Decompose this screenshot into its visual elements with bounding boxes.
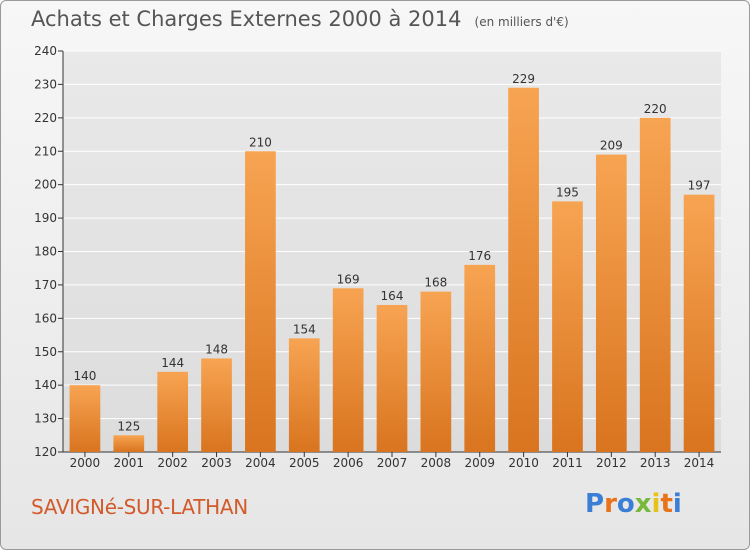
bar-value-label: 176 [468, 249, 491, 263]
bar-value-label: 148 [205, 342, 228, 356]
y-tick-label: 120 [34, 445, 57, 459]
y-tick-label: 150 [34, 345, 57, 359]
x-tick-label: 2012 [596, 456, 627, 470]
y-tick-label: 230 [34, 77, 57, 91]
bar-value-label: 125 [117, 419, 140, 433]
bar-value-label: 197 [688, 179, 711, 193]
x-tick-label: 2007 [377, 456, 408, 470]
bar [552, 201, 583, 452]
bar [69, 385, 101, 452]
bar [508, 87, 539, 452]
y-tick-label: 170 [34, 278, 57, 292]
x-tick-label: 2003 [201, 456, 232, 470]
chart-title-text: Achats et Charges Externes 2000 à 2014 [31, 7, 462, 31]
bar [464, 264, 496, 452]
bar-value-label: 209 [600, 139, 623, 153]
bar-value-label: 169 [337, 272, 360, 286]
bar [201, 358, 232, 452]
bar-value-label: 210 [249, 135, 272, 149]
x-tick-label: 2013 [640, 456, 671, 470]
x-tick-label: 2006 [333, 456, 364, 470]
bar [288, 338, 320, 452]
y-tick-label: 180 [34, 245, 57, 259]
x-tick-label: 2008 [421, 456, 452, 470]
y-tick-label: 190 [34, 211, 57, 225]
x-tick-label: 2002 [157, 456, 188, 470]
y-tick-label: 240 [34, 44, 57, 58]
y-tick-label: 160 [34, 311, 57, 325]
bar-value-label: 154 [293, 322, 316, 336]
bar-value-label: 144 [161, 356, 184, 370]
x-tick-label: 2009 [464, 456, 495, 470]
logo-letter: x [634, 489, 652, 519]
logo-letter: t [660, 489, 673, 519]
bar-value-label: 195 [556, 185, 579, 199]
bar [639, 117, 671, 452]
bar [113, 435, 145, 452]
y-tick-label: 220 [34, 111, 57, 125]
chart-unit-text: (en milliers d'€) [474, 15, 569, 29]
bar [245, 151, 276, 452]
logo-letter: o [616, 489, 635, 519]
bar [332, 288, 364, 452]
bar-value-label: 229 [512, 72, 535, 86]
commune-name: SAVIGNé-SUR-LATHAN [31, 495, 248, 519]
bar [595, 154, 627, 452]
y-tick-label: 130 [34, 412, 57, 426]
bar [376, 304, 408, 452]
logo-letter: P [585, 489, 605, 519]
x-tick-label: 2001 [114, 456, 145, 470]
y-tick-label: 140 [34, 378, 57, 392]
x-tick-label: 2011 [552, 456, 583, 470]
x-tick-label: 2004 [245, 456, 276, 470]
y-tick-label: 210 [34, 144, 57, 158]
bar-value-label: 140 [73, 369, 96, 383]
x-tick-label: 2010 [508, 456, 539, 470]
bar-value-label: 164 [381, 289, 404, 303]
x-tick-label: 2005 [289, 456, 320, 470]
x-tick-label: 2000 [70, 456, 101, 470]
bar [157, 371, 189, 452]
bar [420, 291, 452, 452]
logo-letter: i [651, 489, 661, 519]
logo-letter: r [604, 489, 617, 519]
logo-letter: i [672, 489, 682, 519]
bar-value-label: 220 [644, 102, 667, 116]
proxiti-logo: Proxiti [585, 489, 682, 519]
bar-value-label: 168 [424, 276, 447, 290]
chart-title: Achats et Charges Externes 2000 à 2014 (… [31, 7, 569, 31]
y-tick-label: 200 [34, 178, 57, 192]
x-tick-label: 2014 [684, 456, 715, 470]
bar [683, 194, 715, 453]
